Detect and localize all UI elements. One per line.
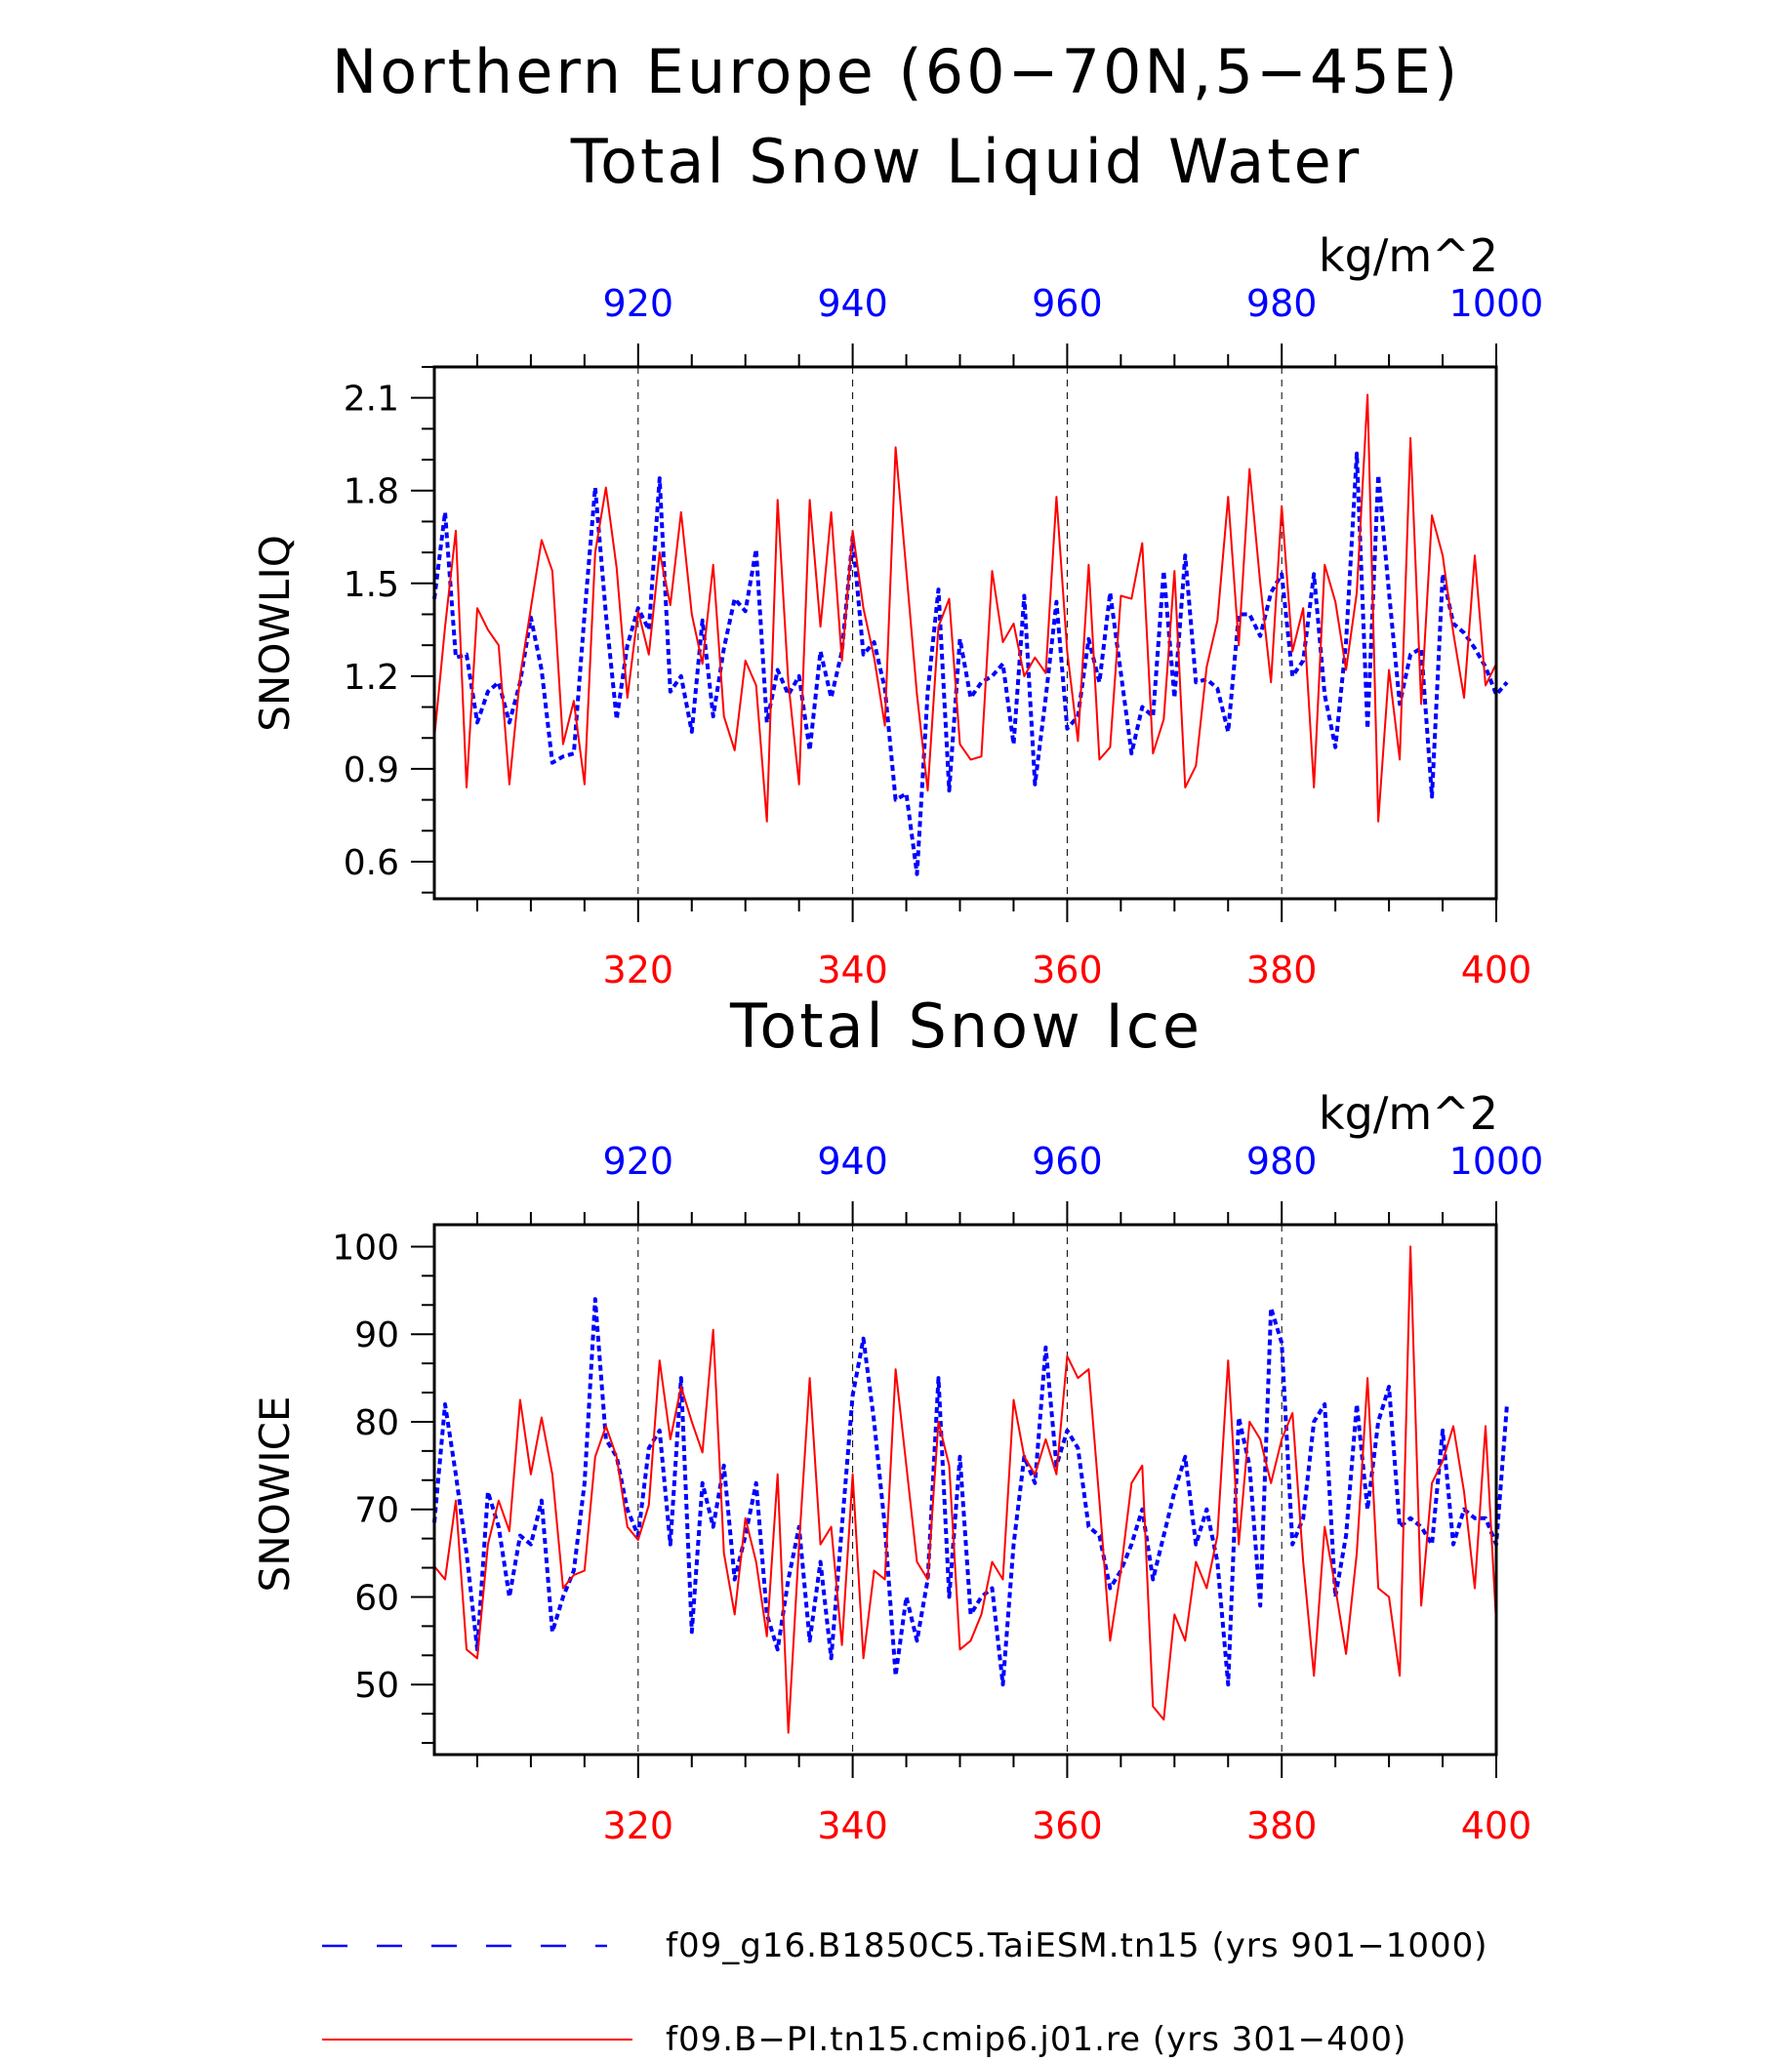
chart-title: Total Snow Liquid Water — [570, 126, 1363, 197]
x-tick-label-bottom: 360 — [1032, 949, 1103, 991]
y-tick-label: 1.2 — [344, 658, 399, 698]
x-tick-label-top: 980 — [1246, 1140, 1318, 1183]
y-axis-label: SNOWICE — [251, 1396, 299, 1593]
x-tick-label-bottom: 400 — [1461, 1804, 1532, 1847]
panel-snowliq: Total Snow Liquid Water kg/m^2 SNOWLIQ 3… — [251, 126, 1543, 991]
plot-frame — [432, 1223, 1498, 1757]
y-tick-label: 80 — [354, 1403, 399, 1443]
y-tick-label: 2.1 — [344, 380, 399, 420]
y-tick-label: 70 — [354, 1491, 399, 1531]
legend: f09_g16.B1850C5.TaiESM.tn15 (yrs 901−100… — [322, 1926, 1488, 2059]
y-tick-label: 1.8 — [344, 472, 399, 512]
y-tick-label: 50 — [354, 1666, 399, 1706]
y-axis-label: SNOWLIQ — [251, 535, 299, 732]
x-tick-label-top: 1000 — [1449, 1140, 1544, 1183]
series-line-red-solid — [433, 1245, 1497, 1734]
y-tick-label: 90 — [354, 1315, 399, 1355]
y-tick-label: 0.9 — [344, 750, 399, 790]
x-tick-label-bottom: 380 — [1246, 1804, 1318, 1847]
panel-snowice: Total Snow Ice kg/m^2 SNOWICE 320 340 360 3… — [251, 991, 1543, 1847]
x-tick-label-top: 940 — [817, 282, 888, 325]
x-tick-label-top: 980 — [1246, 282, 1318, 325]
series-line-red-solid — [433, 393, 1497, 823]
x-tick-label-top: 1000 — [1449, 282, 1544, 325]
legend-label-blue: f09_g16.B1850C5.TaiESM.tn15 (yrs 901−100… — [666, 1926, 1488, 1965]
series-line-blue-dashed — [432, 451, 1509, 876]
series-line-blue-dashed — [432, 1297, 1509, 1687]
units-label: kg/m^2 — [1319, 229, 1498, 282]
x-tick-label-bottom: 320 — [603, 1804, 674, 1847]
y-tick-label: 1.5 — [344, 565, 399, 605]
x-tick-label-bottom: 400 — [1461, 949, 1532, 991]
x-tick-label-top: 960 — [1032, 282, 1103, 325]
y-tick-label: 0.6 — [344, 843, 399, 883]
chart-title: Total Snow Ice — [729, 991, 1202, 1062]
x-tick-label-bottom: 340 — [817, 1804, 888, 1847]
main-title-line1: Northern Europe (60−70N,5−45E) — [332, 36, 1460, 107]
y-tick-label: 60 — [354, 1578, 399, 1618]
legend-label-red: f09.B−PI.tn15.cmip6.j01.re (yrs 301−400) — [666, 2020, 1406, 2059]
x-tick-label-top: 940 — [817, 1140, 888, 1183]
plot-frame — [432, 365, 1498, 901]
x-tick-label-top: 960 — [1032, 1140, 1103, 1183]
x-tick-label-top: 920 — [603, 1140, 674, 1183]
x-tick-label-top: 920 — [603, 282, 674, 325]
x-tick-label-bottom: 360 — [1032, 1804, 1103, 1847]
x-tick-label-bottom: 380 — [1246, 949, 1318, 991]
x-tick-label-bottom: 340 — [817, 949, 888, 991]
y-tick-label: 100 — [332, 1228, 399, 1268]
x-tick-label-bottom: 320 — [603, 949, 674, 991]
units-label: kg/m^2 — [1319, 1087, 1498, 1140]
